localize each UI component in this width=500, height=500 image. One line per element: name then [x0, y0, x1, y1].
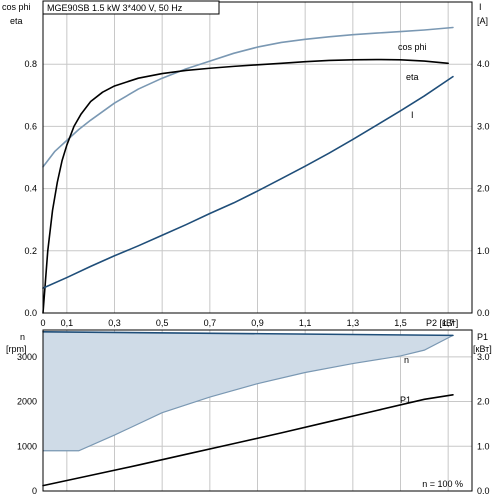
x-tick-label: 1,7 [442, 318, 455, 328]
series-line-p1-lower [42, 394, 454, 487]
series-label-n: n [404, 355, 409, 365]
y-right-tick-label-upper: 2.0 [477, 184, 490, 194]
series-line-i-upper [42, 75, 454, 289]
lower-plot-frame [42, 329, 473, 492]
series-label-i: I [411, 110, 414, 120]
upper-left-axis-label: eta [10, 16, 23, 26]
x-tick-label: 0,3 [108, 318, 121, 328]
series-label-p1: P1 [400, 395, 411, 405]
x-tick-label: 0,5 [156, 318, 169, 328]
lower-left-axis-label: [rpm] [6, 344, 27, 354]
lower-right-axis-label: [кВт] [473, 344, 492, 354]
x-tick-label: 0,1 [61, 318, 74, 328]
y-left-tick-label-upper: 0.6 [24, 121, 37, 131]
series-label-eta: eta [406, 72, 419, 82]
y-left-tick-label-upper: 0.0 [24, 308, 37, 318]
y-left-tick-label-upper: 0.2 [24, 246, 37, 256]
x-tick-label: 1,3 [347, 318, 360, 328]
chart-title: MGE90SB 1.5 kW 3*400 V, 50 Hz [47, 3, 183, 13]
title-box [42, 0, 220, 15]
y-right-tick-label-upper: 1.0 [477, 246, 490, 256]
upper-right-axis-label: [A] [477, 16, 488, 26]
y-left-tick-label-upper: 0.4 [24, 184, 37, 194]
upper-right-axis-label: I [479, 2, 482, 12]
text-layer: cos phi eta I [A] n [rpm] P1 [кВт] 0.0 0.2 0.4 0.6 0… [2, 2, 492, 496]
fill-layer [43, 331, 454, 452]
lower-left-axis-label: n [20, 332, 25, 342]
x-tick-label: 0 [40, 318, 45, 328]
y-right-tick-label-upper: 3.0 [477, 121, 490, 131]
lower-right-axis-label: P1 [477, 332, 488, 342]
series-line-cos-phi-upper [42, 26, 454, 168]
y-left-tick-label-lower: 2000 [17, 397, 37, 407]
x-tick-label: 0,7 [204, 318, 217, 328]
y-left-tick-label-lower: 1000 [17, 441, 37, 451]
y-right-tick-label-lower: 1.0 [477, 441, 490, 451]
y-right-tick-label-lower: 3.0 [477, 352, 490, 362]
x-tick-label: 1,1 [299, 318, 312, 328]
y-left-tick-label-upper: 0.8 [24, 59, 37, 69]
x-axis-label: P2 [кВт] [426, 318, 458, 328]
series-label-cos-phi: cos phi [398, 42, 427, 52]
y-left-tick-label-lower: 0 [32, 486, 37, 496]
upper-left-axis-label: cos phi [2, 2, 31, 12]
y-left-tick-label-lower: 3000 [17, 352, 37, 362]
y-right-tick-label-lower: 2.0 [477, 397, 490, 407]
x-tick-label: 0,9 [251, 318, 264, 328]
series-line-n-lower [42, 330, 454, 337]
y-right-tick-label-lower: 0.0 [477, 486, 490, 496]
x-tick-label: 1,5 [394, 318, 407, 328]
y-right-tick-label-upper: 4.0 [477, 59, 490, 69]
series-line-eta-upper [42, 58, 449, 314]
y-right-tick-label-upper: 0.0 [477, 308, 490, 318]
upper-plot-frame [42, 1, 473, 314]
speed-annotation: n = 100 % [422, 479, 463, 489]
series-layer [42, 26, 454, 487]
title-layer: MGE90SB 1.5 kW 3*400 V, 50 Hz [42, 0, 220, 15]
frame-layer [42, 1, 473, 492]
min-speed-line [43, 334, 454, 452]
speed-range-area [43, 331, 453, 451]
